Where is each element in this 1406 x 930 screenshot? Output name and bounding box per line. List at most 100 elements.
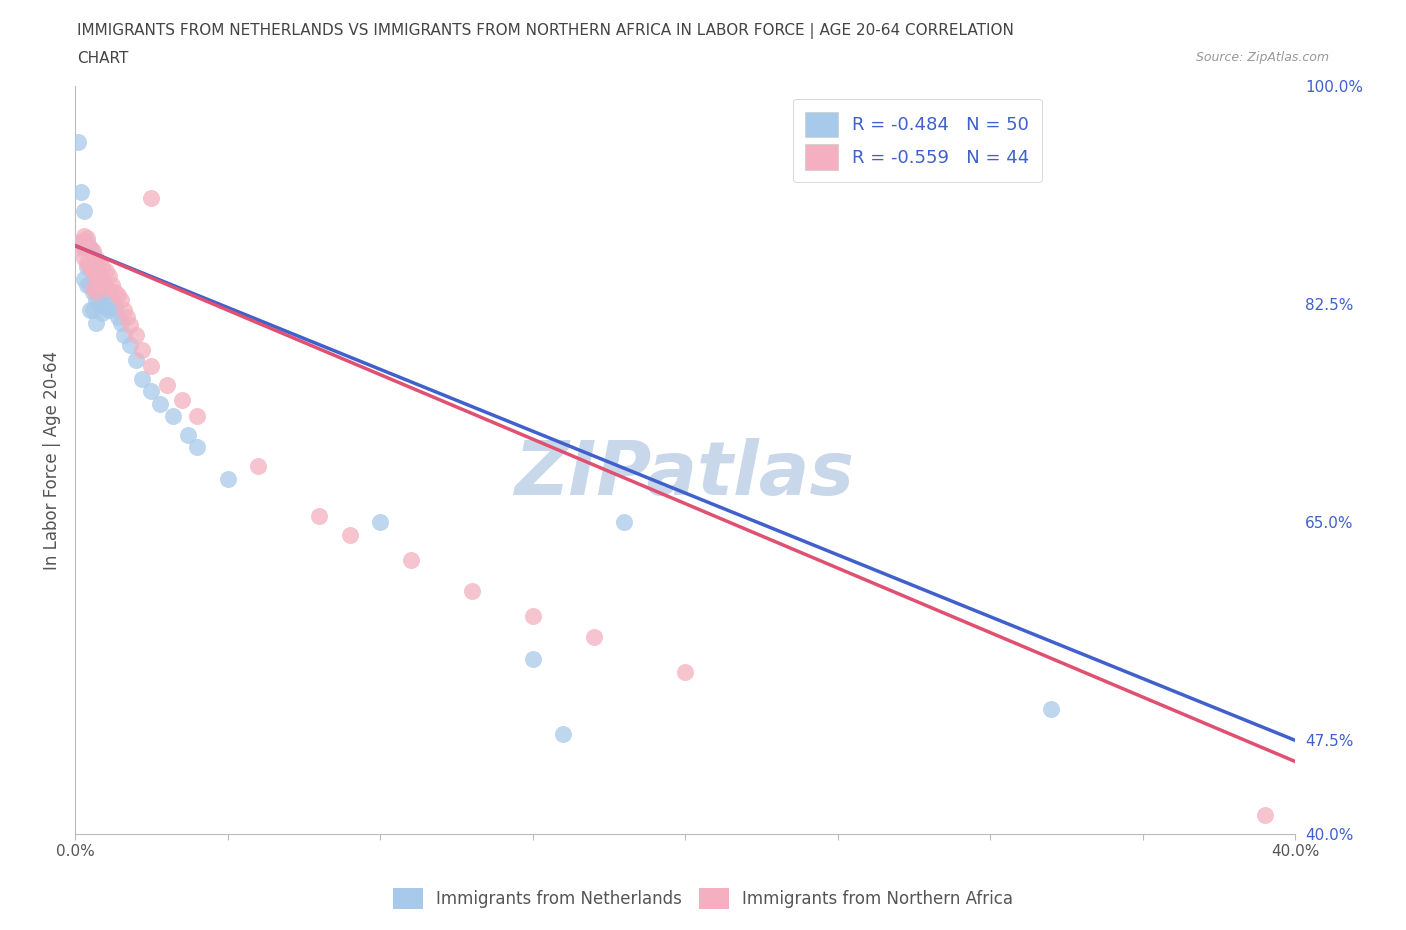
Point bbox=[141, 191, 163, 206]
Point bbox=[82, 246, 104, 261]
Point bbox=[131, 343, 153, 358]
Point bbox=[97, 303, 120, 318]
Point bbox=[89, 273, 111, 288]
Point bbox=[76, 234, 98, 249]
Point bbox=[107, 288, 129, 303]
Point bbox=[118, 318, 141, 333]
Point bbox=[86, 250, 108, 265]
Point bbox=[673, 664, 696, 679]
Point bbox=[89, 256, 111, 271]
Point bbox=[141, 359, 163, 374]
Point bbox=[73, 241, 96, 256]
Point bbox=[86, 315, 108, 330]
Point bbox=[186, 409, 208, 424]
Point bbox=[522, 608, 544, 623]
Point bbox=[155, 378, 177, 392]
Point bbox=[118, 338, 141, 352]
Point bbox=[247, 458, 270, 473]
Point bbox=[91, 278, 114, 293]
Point bbox=[82, 266, 104, 281]
Text: ZIPatlas: ZIPatlas bbox=[515, 438, 855, 512]
Point bbox=[1253, 807, 1275, 822]
Point bbox=[94, 281, 117, 296]
Y-axis label: In Labor Force | Age 20-64: In Labor Force | Age 20-64 bbox=[44, 351, 60, 569]
Point bbox=[70, 184, 93, 199]
Point bbox=[79, 241, 101, 256]
Point bbox=[100, 278, 122, 293]
Point bbox=[110, 315, 132, 330]
Point bbox=[82, 263, 104, 278]
Point bbox=[70, 234, 93, 249]
Point bbox=[89, 278, 111, 293]
Point bbox=[79, 241, 101, 256]
Point bbox=[217, 472, 239, 486]
Point bbox=[76, 278, 98, 293]
Point bbox=[89, 297, 111, 312]
Point bbox=[82, 303, 104, 318]
Point bbox=[100, 293, 122, 308]
Point bbox=[79, 278, 101, 293]
Point bbox=[399, 552, 422, 567]
Point bbox=[104, 285, 127, 299]
Point bbox=[79, 259, 101, 274]
Point bbox=[73, 250, 96, 265]
Point bbox=[91, 272, 114, 286]
Text: CHART: CHART bbox=[77, 51, 129, 66]
Point bbox=[89, 266, 111, 281]
Point bbox=[110, 293, 132, 308]
Point bbox=[1040, 702, 1063, 717]
Point bbox=[94, 263, 117, 278]
Point bbox=[67, 135, 90, 150]
Point bbox=[86, 285, 108, 299]
Point bbox=[131, 371, 153, 386]
Point bbox=[141, 384, 163, 399]
Point bbox=[86, 272, 108, 286]
Point bbox=[460, 583, 482, 598]
Point bbox=[97, 285, 120, 299]
Point bbox=[522, 652, 544, 667]
Point bbox=[82, 281, 104, 296]
Point bbox=[79, 303, 101, 318]
Point bbox=[73, 272, 96, 286]
Point bbox=[94, 281, 117, 296]
Point bbox=[79, 259, 101, 274]
Text: Source: ZipAtlas.com: Source: ZipAtlas.com bbox=[1195, 51, 1329, 64]
Point bbox=[186, 440, 208, 455]
Point bbox=[70, 234, 93, 249]
Point bbox=[149, 396, 172, 411]
Point bbox=[170, 392, 193, 407]
Point bbox=[91, 259, 114, 274]
Point bbox=[582, 630, 605, 644]
Point bbox=[125, 328, 148, 343]
Point bbox=[112, 328, 135, 343]
Point bbox=[82, 243, 104, 258]
Point bbox=[94, 300, 117, 315]
Point bbox=[82, 285, 104, 299]
Point bbox=[67, 241, 90, 256]
Point bbox=[86, 268, 108, 283]
Point bbox=[308, 509, 330, 524]
Point bbox=[73, 228, 96, 243]
Legend: R = -0.484   N = 50, R = -0.559   N = 44: R = -0.484 N = 50, R = -0.559 N = 44 bbox=[793, 99, 1042, 182]
Point bbox=[177, 428, 200, 443]
Point bbox=[73, 204, 96, 219]
Point bbox=[91, 305, 114, 320]
Point bbox=[86, 293, 108, 308]
Point bbox=[76, 259, 98, 274]
Point bbox=[551, 726, 574, 741]
Text: IMMIGRANTS FROM NETHERLANDS VS IMMIGRANTS FROM NORTHERN AFRICA IN LABOR FORCE | : IMMIGRANTS FROM NETHERLANDS VS IMMIGRANT… bbox=[77, 23, 1014, 39]
Point bbox=[76, 231, 98, 246]
Point bbox=[104, 300, 127, 315]
Point bbox=[97, 268, 120, 283]
Point bbox=[91, 288, 114, 303]
Point bbox=[613, 515, 636, 530]
Point bbox=[368, 515, 391, 530]
Point bbox=[162, 409, 184, 424]
Point bbox=[76, 256, 98, 271]
Point bbox=[112, 303, 135, 318]
Point bbox=[86, 253, 108, 268]
Point bbox=[125, 352, 148, 367]
Point bbox=[107, 309, 129, 324]
Point bbox=[115, 309, 138, 324]
Legend: Immigrants from Netherlands, Immigrants from Northern Africa: Immigrants from Netherlands, Immigrants … bbox=[385, 880, 1021, 917]
